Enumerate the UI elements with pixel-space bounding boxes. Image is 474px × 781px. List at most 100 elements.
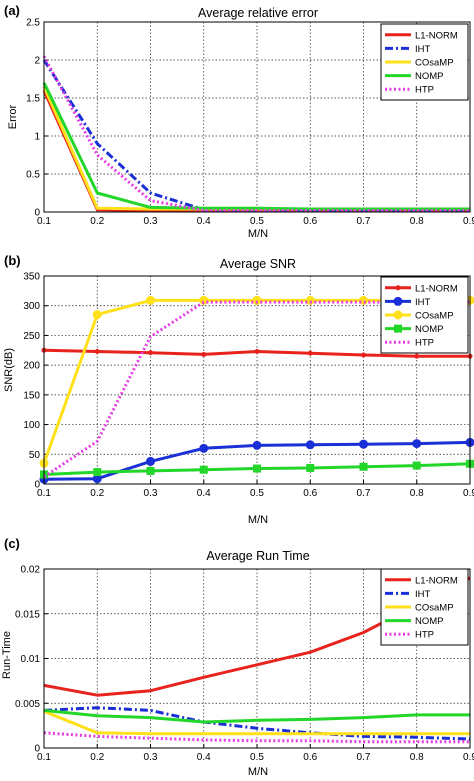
x-tick-label: 0.3 [144, 216, 158, 227]
x-axis-label: M/N [248, 228, 268, 240]
data-point [412, 461, 421, 470]
y-tick-label: 200 [23, 361, 40, 372]
y-tick-label: 2.5 [26, 18, 40, 29]
legend-marker [393, 310, 403, 320]
series-line-htp [43, 731, 470, 744]
y-tick-label: 0.02 [21, 565, 41, 576]
chart-title: Average Run Time [206, 549, 309, 563]
legend-entry: COsaMP [415, 58, 454, 69]
data-point [305, 295, 315, 305]
data-point [93, 468, 102, 477]
legend-entry: L1-NORM [415, 575, 458, 586]
panel-label: (c) [4, 536, 20, 551]
series-line-htp [42, 55, 470, 212]
legend-entry: HTP [415, 85, 434, 96]
panel-a: (a) Average relative error M/N Error 0.1… [4, 3, 474, 240]
x-tick-label: 0.2 [90, 488, 104, 499]
x-tick-label: 0.5 [250, 752, 264, 763]
series-line-nomp [43, 708, 470, 724]
panel-label: (a) [4, 3, 20, 18]
x-tick-label: 0.7 [357, 216, 371, 227]
y-tick-label: 1.5 [26, 94, 40, 105]
x-axis-label: M/N [248, 514, 268, 526]
y-tick-label: 0 [34, 208, 40, 219]
data-point [199, 443, 209, 453]
data-point [146, 295, 155, 305]
x-tick-label: 0.6 [303, 488, 317, 499]
x-tick-label: 0.7 [357, 488, 371, 499]
legend-entry: L1-NORM [415, 283, 458, 294]
y-tick-label: 50 [29, 450, 41, 461]
legend-marker [394, 324, 402, 333]
plot-frame [43, 568, 471, 749]
x-tick-label: 0.1 [37, 216, 51, 227]
x-tick-label: 0.5 [250, 488, 264, 499]
x-tick-label: 0.4 [197, 216, 211, 227]
data-point [201, 351, 207, 357]
data-point [146, 466, 155, 475]
chart-title: Average relative error [198, 6, 318, 20]
x-tick-label: 0.9 [463, 752, 474, 763]
y-tick-label: 350 [23, 272, 40, 283]
y-axis-label: SNR(dB) [3, 348, 15, 392]
x-tick-label: 0.8 [410, 216, 424, 227]
panel-label: (b) [4, 253, 21, 268]
x-tick-label: 0.4 [197, 488, 211, 499]
data-point [305, 440, 315, 450]
x-tick-label: 0.3 [144, 752, 158, 763]
x-tick-label: 0.6 [303, 752, 317, 763]
legend-marker [393, 296, 403, 306]
x-tick-label: 0.6 [303, 216, 317, 227]
x-axis-label: M/N [248, 766, 268, 778]
x-tick-label: 0.2 [90, 752, 104, 763]
legend-entry: IHT [415, 589, 431, 600]
y-tick-label: 300 [23, 301, 40, 312]
series-line-cosamp [43, 709, 470, 736]
legend-entry: HTP [415, 630, 434, 641]
y-tick-label: 0.015 [15, 609, 40, 620]
y-tick-label: 0 [34, 744, 40, 755]
legend-entry: L1-NORM [415, 30, 458, 41]
data-point [199, 465, 208, 474]
series-line-htp [43, 300, 470, 479]
data-point [253, 464, 261, 473]
x-tick-label: 0.3 [144, 488, 158, 499]
legend-entry: COsaMP [415, 311, 454, 322]
y-tick-label: 250 [23, 331, 40, 342]
data-point [148, 350, 153, 356]
y-axis-label: Error [7, 104, 19, 129]
legend-entry: NOMP [415, 324, 444, 335]
data-point [307, 350, 313, 356]
chart-title: Average SNR [220, 257, 296, 271]
panel-c: (c) Average Run Time M/N Run-Time 0.1 0.2… [1, 536, 474, 778]
legend-entry: NOMP [415, 616, 444, 627]
data-point [359, 439, 368, 449]
x-tick-label: 0.1 [37, 488, 51, 499]
panel-b: (b) Average SNR M/N SNR(dB) 0.1 0.2 0.3 0.4… [3, 253, 474, 526]
y-tick-label: 0.005 [15, 699, 40, 710]
x-tick-label: 0.1 [37, 752, 51, 763]
legend-entry: NOMP [415, 71, 444, 82]
data-point [92, 310, 102, 320]
legend-entry: IHT [415, 297, 431, 308]
data-point [414, 353, 420, 359]
x-tick-label: 0.8 [410, 488, 424, 499]
data-point [359, 462, 368, 471]
data-point [412, 439, 422, 449]
legend-box [380, 23, 469, 101]
data-point [361, 352, 366, 358]
legend-entry: IHT [415, 44, 431, 55]
y-tick-label: 1 [34, 132, 40, 143]
data-point [306, 463, 315, 472]
data-point [252, 440, 262, 450]
plot-frame [43, 21, 471, 213]
series-line-nomp [42, 82, 470, 211]
legend-entry: COsaMP [415, 603, 454, 614]
x-tick-label: 0.7 [357, 752, 371, 763]
x-tick-label: 0.4 [197, 752, 211, 763]
y-tick-label: 0.01 [21, 654, 41, 665]
plot-frame [43, 275, 471, 485]
data-point [252, 295, 262, 305]
y-tick-label: 150 [23, 390, 40, 401]
